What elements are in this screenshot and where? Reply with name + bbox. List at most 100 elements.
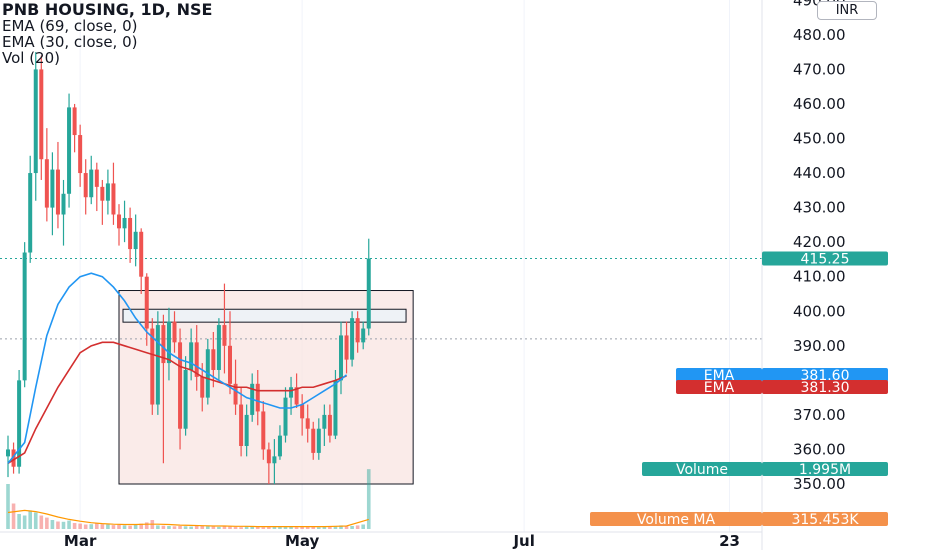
candle-body [222,325,227,346]
candle-body [44,159,49,208]
volume-bar [322,526,327,529]
price-tick-label: 400.00 [793,302,846,320]
volume-bar [11,503,16,529]
candle-body [194,342,199,377]
volume-bar [300,526,304,529]
ema2-name-label: EMA [704,380,735,396]
volume-bar [228,526,232,529]
volume-name-label: Volume [676,462,728,478]
volume-bar [39,515,44,529]
volume-bar [289,526,293,529]
candle-body [178,342,183,429]
candle-body [289,387,294,398]
price-tick-label: 450.00 [793,130,846,148]
volume-bar [178,526,182,529]
time-tick-label: 23 [719,532,740,550]
candle-body [78,135,83,174]
candle-body [144,276,149,329]
volume-bar [61,521,66,529]
volume-bar [33,512,38,529]
time-tick-label: Mar [64,532,97,550]
volume-bar [106,524,110,529]
volume-bar [17,514,21,529]
volume-bar [206,526,210,529]
volume-bar [139,523,143,529]
volume-bar [172,526,177,529]
volume-bar [100,524,105,529]
candle-body [189,342,194,370]
candle-body [61,193,66,215]
candle-body [128,217,133,250]
volume-name-label-box [642,462,762,476]
candle-body [350,318,355,360]
candle-body [228,345,232,384]
volume-bar [72,523,77,529]
candle-body [28,173,33,253]
price-tick-label: 370.00 [793,406,846,424]
candle-body [105,183,110,201]
volume-value-label: 1.995M [799,462,851,478]
volume-bar [78,523,82,529]
ema30-legend[interactable]: EMA (30, close, 0) [2,33,138,51]
volume-bar [278,526,282,529]
candle-body [155,325,160,405]
volume-bar [83,524,88,529]
price-tick-label: 410.00 [793,268,846,286]
symbol-title[interactable]: PNB HOUSING, 1D, NSE [2,0,213,19]
candle-body [172,321,177,343]
volume-bar [133,524,138,529]
candle-body [311,428,316,453]
volume-bar [128,525,132,529]
candle-body [233,383,238,405]
volume-bar [217,526,221,529]
volume-bar [267,526,271,529]
volume-bar [305,526,310,529]
volume-bar [189,526,193,529]
volume-bar [355,525,360,529]
volume-bar [328,526,332,529]
volume-bar [272,526,277,529]
candle-body [39,69,44,160]
ema-short-line [7,272,348,464]
volume-bar [333,526,338,529]
volume-bar [294,527,299,529]
volume-bar [250,526,254,529]
candle-body [244,414,249,446]
price-tick-label: 390.00 [793,337,846,355]
candle-body [255,383,260,412]
volume-legend[interactable]: Vol (20) [2,49,61,67]
volume-bar [350,526,354,529]
volume-bar [50,520,55,529]
volume-bar [144,522,149,529]
price-tick-label: 420.00 [793,233,846,251]
volume-bar [283,526,288,529]
candle-body [216,325,221,370]
candle-body [150,328,155,405]
ema2-name-label-box [676,380,762,394]
time-tick-label: Jul [512,532,534,550]
last-price-label: 415.25 [801,252,850,268]
volume-bar [233,526,238,529]
candle-body [17,380,22,467]
candle-body [111,183,116,215]
volume-bar [255,526,260,529]
price-tick-label: 440.00 [793,164,846,182]
ema69-legend[interactable]: EMA (69, close, 0) [2,17,138,35]
candle-body [294,387,299,405]
volume-ma-line [7,509,369,528]
candle-body [266,449,271,464]
price-tick-label: 480.00 [793,26,846,44]
volume-bar [344,525,349,529]
volume-bar [22,515,27,529]
candle-body [327,414,332,436]
currency-button[interactable]: INR [817,1,877,20]
candle-body [300,404,305,419]
candle-body [355,318,360,343]
candle-body [322,414,327,429]
candle-body [94,169,99,187]
price-tick-label: 360.00 [793,440,846,458]
price-tick-label: 350.00 [793,475,846,493]
volume-bar [122,525,127,529]
last-price-label-box [762,251,888,266]
